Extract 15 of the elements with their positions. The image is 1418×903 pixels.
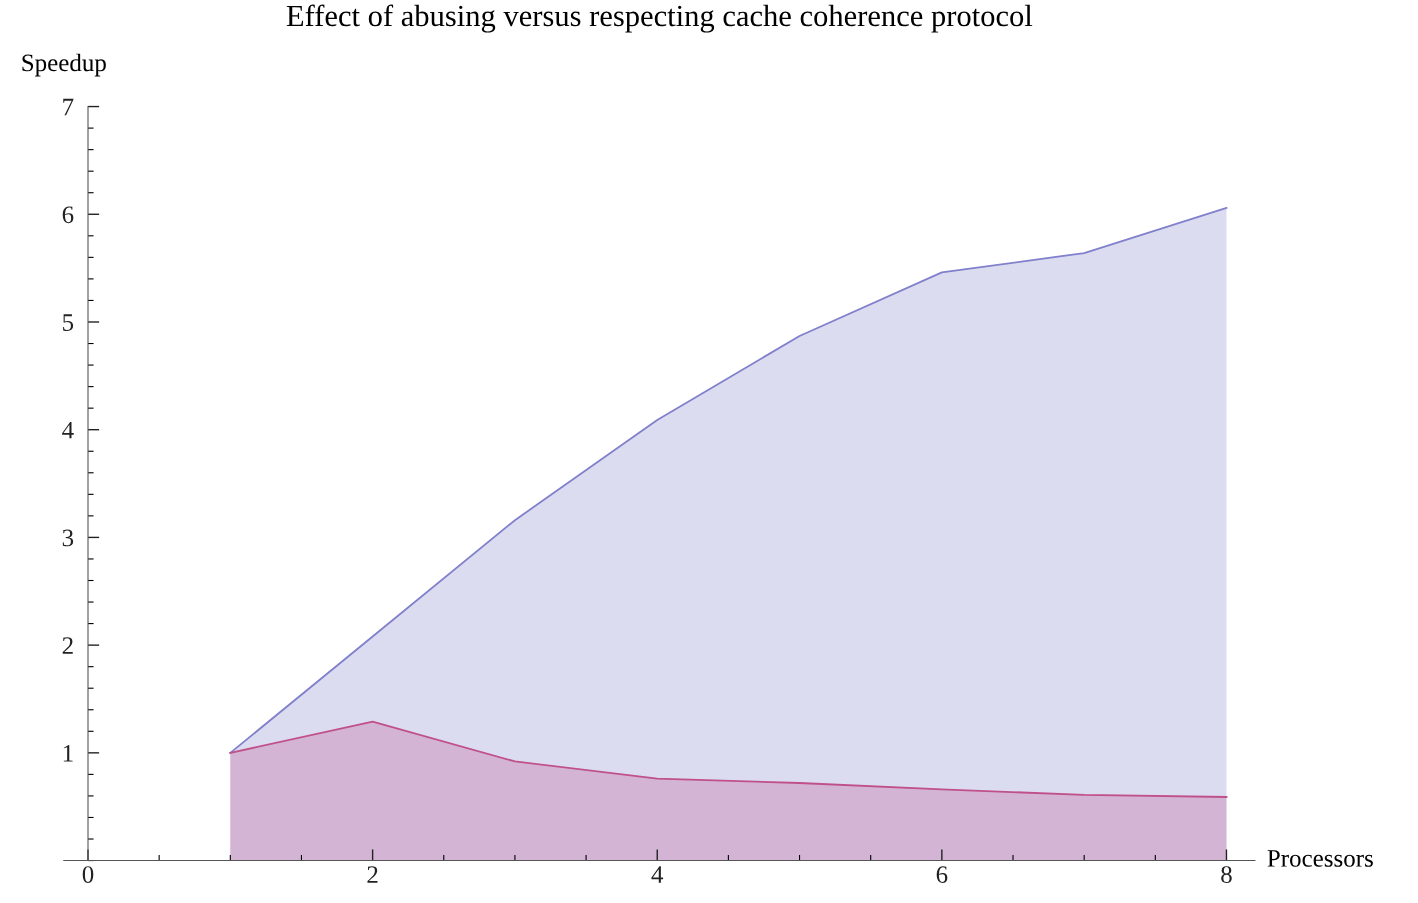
y-tick-label: 3 bbox=[62, 529, 74, 547]
y-tick-label: 4 bbox=[62, 421, 74, 439]
x-tick-label: 2 bbox=[367, 866, 378, 883]
y-axis-title: Speedup bbox=[22, 53, 106, 77]
y-tick-label: 2 bbox=[62, 637, 73, 654]
y-tick-label: 6 bbox=[62, 206, 74, 224]
y-tick-label: 5 bbox=[63, 314, 74, 331]
y-tick-label: 7 bbox=[63, 98, 74, 116]
y-tick-label: 1 bbox=[63, 745, 73, 762]
x-axis-title: Processors bbox=[1267, 850, 1373, 867]
chart-title: Effect of abusing versus respecting cache coherence protocol bbox=[286, 4, 1033, 33]
x-tick-label: 4 bbox=[651, 866, 664, 883]
x-tick-label: 0 bbox=[82, 866, 94, 884]
x-tick-label: 6 bbox=[936, 866, 948, 884]
x-tick-label: 8 bbox=[1221, 866, 1232, 884]
